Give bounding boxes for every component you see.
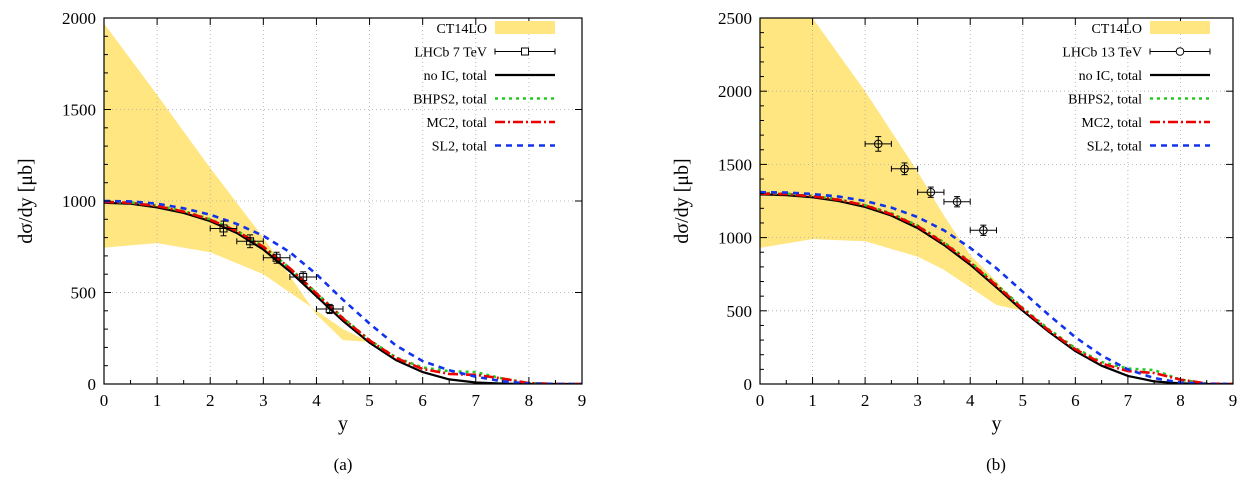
x-axis-label: y [338,413,348,435]
legend-label: BHPS2, total [1068,93,1142,108]
x-tick-label: 4 [966,391,975,410]
legend-swatch-band [1150,21,1210,34]
legend-label: MC2, total [1081,116,1142,131]
point-marker [952,197,962,207]
data-point [236,234,264,249]
x-tick-label: 4 [312,391,321,410]
y-tick-label: 0 [744,375,753,394]
point-marker [299,272,308,281]
x-tick-label: 8 [1176,391,1185,410]
y-axis-label: dσ/dy [μb] [15,158,37,243]
point-marker [219,224,228,233]
legend-label: no IC, total [1079,69,1142,84]
x-axis-label: y [992,413,1002,435]
y-tick-label: 500 [71,284,97,303]
data-point [209,220,238,237]
x-tick-label: 6 [418,391,427,410]
x-tick-label: 7 [1124,391,1133,410]
legend-label: no IC, total [424,69,487,84]
point-marker [246,237,255,246]
series-line-3 [104,199,582,384]
point-marker [900,164,909,174]
x-tick-label: 1 [808,391,817,410]
panel-caption: (b) [986,455,1006,474]
x-tick-label: 2 [861,391,870,410]
x-tick-label: 3 [259,391,268,410]
data-point [262,251,291,264]
x-tick-label: 8 [525,391,534,410]
ct14lo-band [760,18,1023,311]
data-point [864,136,892,152]
x-tick-label: 6 [1071,391,1080,410]
data-point [917,186,945,198]
y-tick-label: 0 [88,375,97,394]
y-tick-label: 500 [727,302,753,321]
legend: CT14LO LHCb 7 TeV no IC, total BHPS2, total… [413,21,556,155]
chart-svg-a: 0 1 2 3 4 5 6 7 8 9 0 500 1000 1500 2000 y dσ/dy [μb] (a)… [15,9,587,474]
legend-label: MC2, total [426,116,487,131]
y-tick-label: 1500 [62,101,96,120]
legend-label: SL2, total [432,140,487,155]
chart-panel-a: 0 1 2 3 4 5 6 7 8 9 0 500 1000 1500 2000 y dσ/dy [μb] (a)… [0,0,625,476]
panel-caption: (a) [334,455,353,474]
x-tick-label: 5 [1019,391,1028,410]
legend-marker [1175,47,1185,56]
series-line-3 [760,190,1233,384]
y-tick-label: 2000 [62,9,96,28]
x-tick-label: 7 [472,391,481,410]
x-tick-label: 5 [365,391,374,410]
data-point [289,271,317,283]
data-points [864,136,997,236]
point-marker [979,225,988,235]
legend-marker [521,47,529,56]
legend-swatch-band [495,21,555,34]
y-tick-label: 1000 [62,192,96,211]
point-marker [272,253,281,262]
legend: CT14LO LHCb 13 TeV no IC, total BHPS2, tota… [1062,21,1211,155]
y-tick-label: 1500 [718,155,752,174]
chart-panel-b: 0 1 2 3 4 5 6 7 8 9 0 500 1000 1500 2000 2500 y dσ/dy [μb… [625,0,1249,476]
data-point [943,196,971,208]
point-marker [873,139,883,149]
series-line-2 [760,192,1233,384]
data-points [209,220,344,315]
data-point [315,303,344,315]
ct14lo-band [104,23,370,342]
point-marker [325,304,334,313]
x-tick-label: 0 [756,391,765,410]
legend-label: BHPS2, total [413,93,487,108]
legend-label: CT14LO [1091,22,1142,37]
y-tick-label: 2500 [718,9,752,28]
point-marker [926,187,936,197]
data-point [969,224,997,236]
x-tick-label: 0 [100,391,109,410]
grid-lines [760,18,1233,384]
y-axis-label: dσ/dy [μb] [671,158,693,243]
x-tick-label: 2 [206,391,215,410]
legend-label: LHCb 7 TeV [414,46,487,61]
y-tick-label: 1000 [718,229,752,248]
legend-label: SL2, total [1087,140,1142,155]
x-tick-label: 9 [578,391,587,410]
data-point [890,162,919,176]
chart-svg-b: 0 1 2 3 4 5 6 7 8 9 0 500 1000 1500 2000 2500 y dσ/dy [μb… [671,9,1238,474]
series-line-2 [104,200,582,384]
y-tick-label: 2000 [718,82,752,101]
x-tick-label: 9 [1229,391,1238,410]
legend-label: CT14LO [436,22,487,37]
legend-label: LHCb 13 TeV [1062,46,1142,61]
x-tick-label: 3 [913,391,922,410]
x-tick-label: 1 [153,391,162,410]
